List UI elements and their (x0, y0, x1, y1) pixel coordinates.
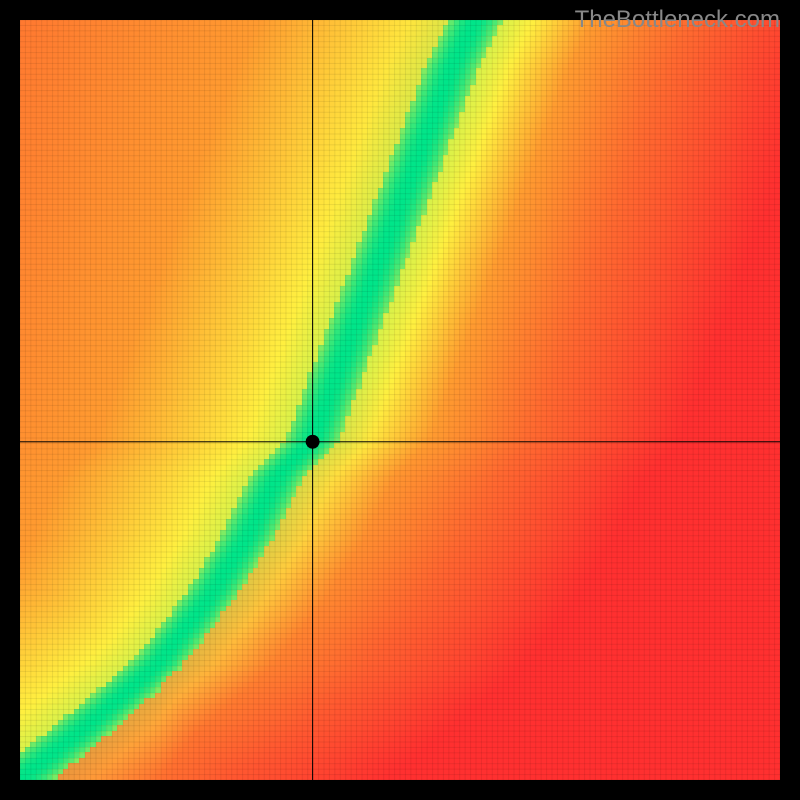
watermark-text: TheBottleneck.com (575, 6, 780, 34)
bottleneck-heatmap (0, 0, 800, 800)
chart-container: TheBottleneck.com (0, 0, 800, 800)
